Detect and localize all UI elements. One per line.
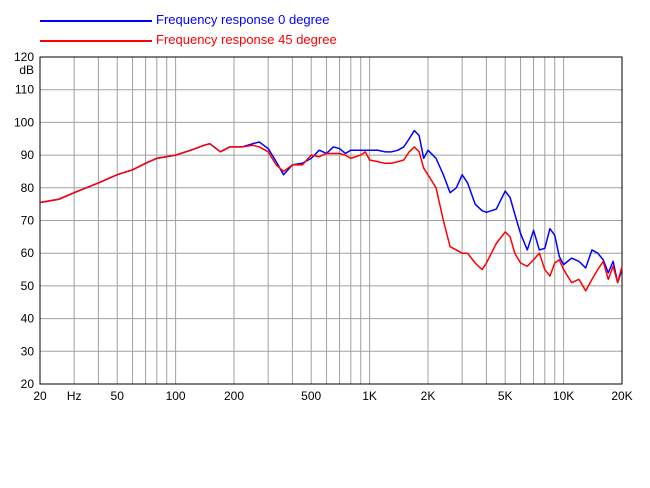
- y-tick-label: 50: [21, 279, 35, 293]
- y-axis: 20 30 40 50 60 70 80 90 100 110 120: [14, 50, 34, 391]
- y-tick-label: 70: [21, 214, 35, 228]
- legend-label: Frequency response 45 degree: [156, 32, 337, 47]
- x-tick-label: 200: [224, 389, 244, 403]
- x-tick-label: 500: [301, 389, 321, 403]
- legend-swatch: [40, 20, 152, 22]
- chart-grid: [40, 57, 622, 384]
- x-tick-label: 20K: [611, 389, 632, 403]
- y-tick-label: 30: [21, 344, 35, 358]
- x-tick-label: 1K: [362, 389, 377, 403]
- y-unit-text: dB: [19, 63, 34, 77]
- y-tick-label: 40: [21, 312, 35, 326]
- x-tick-label: 50: [111, 389, 125, 403]
- series-line-1: [39, 142, 623, 292]
- x-tick-label: 100: [166, 389, 186, 403]
- series-lines: [39, 129, 623, 292]
- plot-frame: [39, 56, 623, 385]
- x-tick-label: 20: [33, 389, 47, 403]
- x-axis: 20 Hz 50 100 200 500 1K 2K 5K 10K 20K: [33, 389, 632, 403]
- y-unit-label: dB: [19, 63, 34, 77]
- x-tick-label: 10K: [553, 389, 574, 403]
- x-tick-label: 5K: [498, 389, 513, 403]
- y-tick-label: 110: [15, 83, 34, 97]
- y-tick-label: 100: [14, 115, 34, 129]
- y-tick-label: 80: [21, 181, 35, 195]
- y-tick-label: 120: [14, 50, 34, 64]
- y-tick-label: 90: [21, 148, 35, 162]
- y-tick-label: 60: [21, 246, 35, 260]
- legend-label: Frequency response 0 degree: [156, 12, 330, 27]
- legend-swatch: [40, 40, 152, 42]
- x-tick-label: 2K: [421, 389, 436, 403]
- x-tick-label: Hz: [67, 389, 82, 403]
- y-tick-label: 20: [21, 377, 35, 391]
